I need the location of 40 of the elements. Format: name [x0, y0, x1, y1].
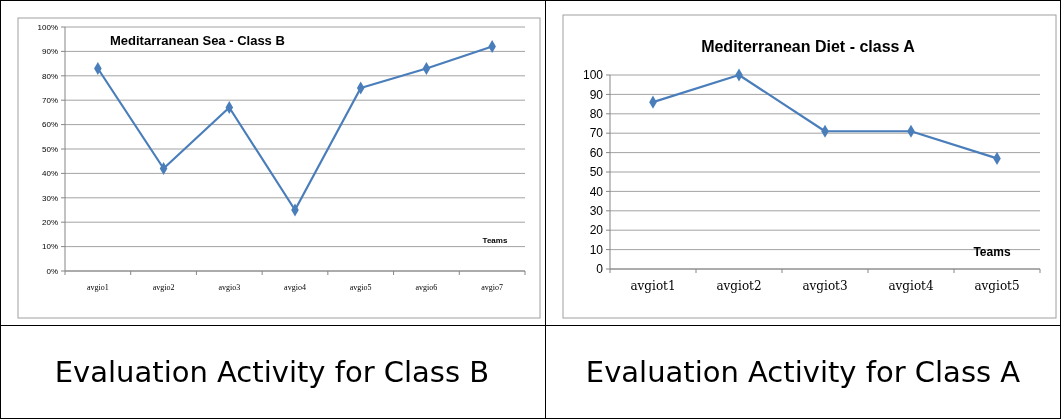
- y-tick-label: 80: [589, 107, 604, 121]
- y-tick-label: 20: [589, 223, 604, 238]
- x-tick-label: avgio2: [152, 282, 175, 292]
- x-tick-label: avgio5: [349, 282, 372, 292]
- y-tick-label: 40: [589, 184, 604, 199]
- x-tick-label: avgiot1: [630, 279, 676, 294]
- text: Meditarranean Sea - Class B: [110, 33, 285, 48]
- y-tick-label: 30%: [41, 193, 58, 203]
- y-tick-label: 50: [589, 165, 604, 180]
- x-tick-label: avgiot5: [974, 279, 1020, 294]
- x-tick-label: avgio4: [284, 282, 306, 292]
- y-tick-label: 70%: [41, 96, 58, 105]
- x-tick-label: avgio6: [415, 282, 438, 292]
- y-tick-label: 90: [589, 87, 604, 102]
- x-tick-label: avgio3: [218, 282, 241, 292]
- y-tick-label: 0: [596, 262, 604, 277]
- text: Evaluation Activity for Class A: [585, 355, 1021, 389]
- x-tick-label: avgio7: [481, 282, 504, 292]
- y-tick-label: 50%: [41, 144, 58, 154]
- chart-title: Mediterranean Diet - class A: [701, 38, 916, 55]
- x-tick-label: avgiot3: [802, 279, 848, 294]
- x-axis-title: Teams: [482, 236, 508, 245]
- y-tick-label: 60: [589, 145, 604, 160]
- y-tick-label: 60%: [41, 120, 58, 130]
- y-tick-label: 70: [589, 126, 604, 141]
- x-tick-label: avgiot4: [888, 279, 934, 294]
- x-tick-label: avgio1: [86, 282, 109, 292]
- y-tick-label: 80%: [41, 71, 58, 81]
- y-tick-label: 10%: [41, 242, 58, 252]
- x-axis-title: Teams: [973, 245, 1011, 259]
- y-tick-label: 100%: [37, 22, 58, 32]
- x-tick-label: avgiot2: [716, 279, 762, 294]
- y-tick-label: 20%: [41, 218, 58, 227]
- y-tick-label: 100: [582, 68, 604, 83]
- y-tick-label: 40%: [41, 169, 58, 179]
- y-tick-label: 30: [589, 204, 604, 218]
- y-tick-label: 90%: [41, 47, 58, 57]
- y-tick-label: 10: [589, 242, 604, 257]
- text: Evaluation Activity for Class B: [54, 355, 490, 389]
- y-tick-label: 0%: [46, 266, 58, 276]
